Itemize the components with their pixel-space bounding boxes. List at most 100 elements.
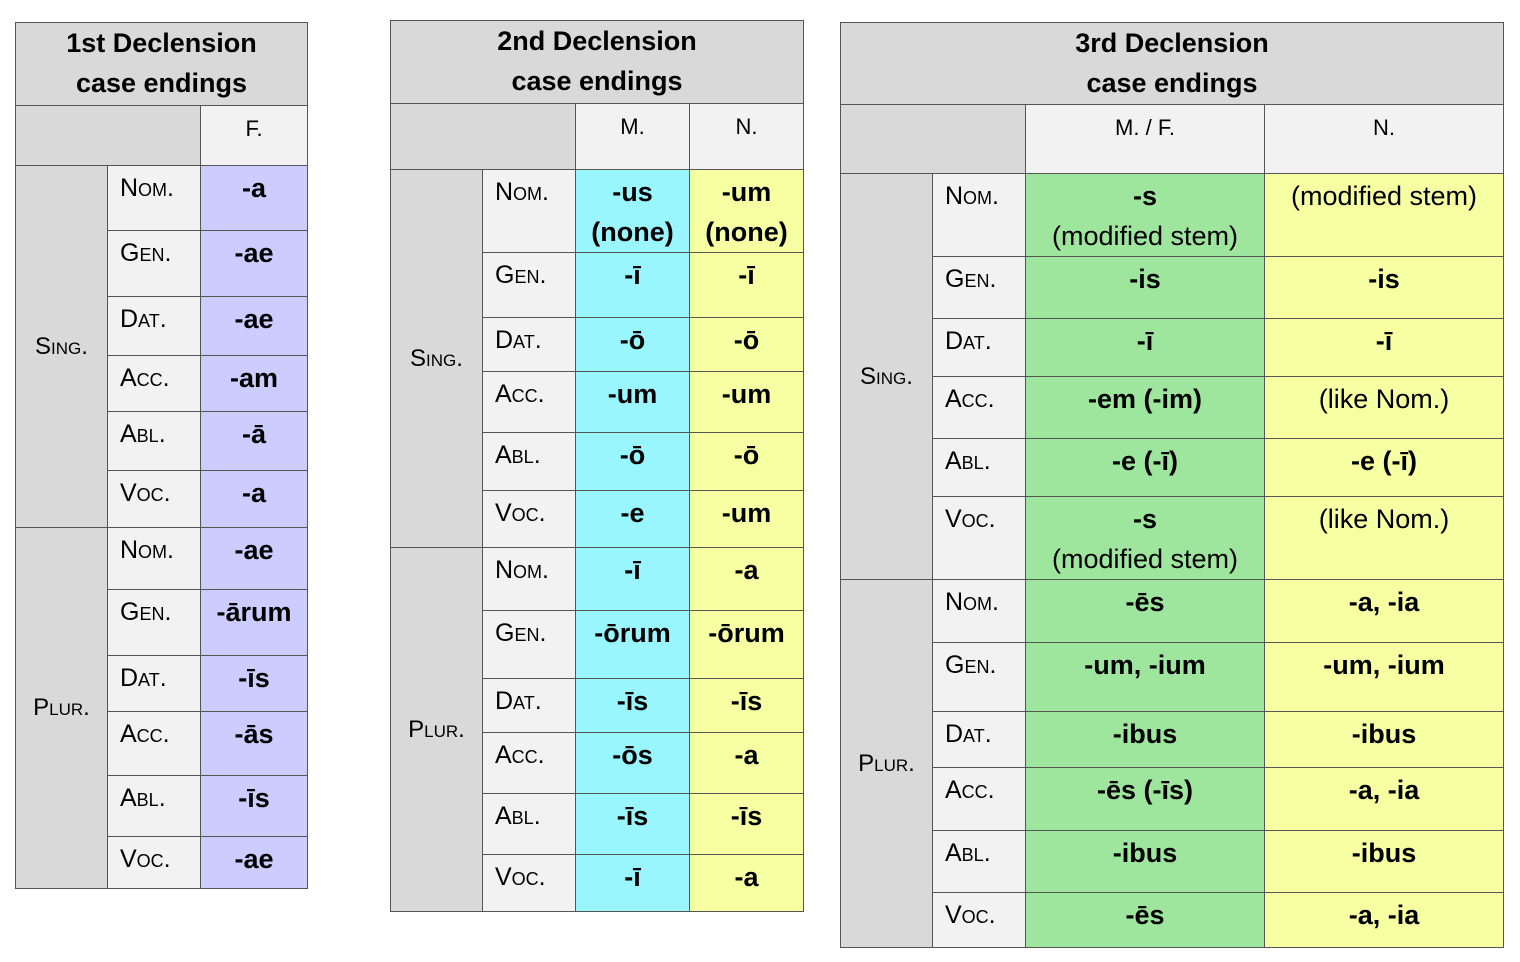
- case-label: Abl.: [932, 438, 1026, 497]
- ending-text: -is: [1129, 264, 1161, 294]
- table-row: Sing. Nom. -a: [15, 165, 308, 528]
- ending-cell: -ae: [200, 230, 308, 297]
- ending-text: -ēs: [1125, 587, 1165, 617]
- ending-text: (like Nom.): [1318, 504, 1450, 534]
- title-line: 1st Declension: [66, 28, 257, 58]
- case-label: Acc.: [107, 355, 201, 412]
- ending-cell: -ō: [575, 432, 690, 491]
- ending-text: -ī: [738, 260, 755, 290]
- ending-text: -ī: [1136, 326, 1154, 356]
- ending-text: (like Nom.): [1318, 384, 1450, 414]
- table-row: Voc. -ae: [16, 836, 308, 889]
- ending-text: -īs: [238, 663, 270, 693]
- ending-text: -am: [229, 363, 278, 393]
- case-label: Voc.: [107, 836, 201, 889]
- table-row: Dat. -ō -ō: [391, 317, 804, 372]
- case-label: Voc.: [932, 496, 1026, 580]
- declension-table-1: 1st Declension case endings F. Sing. Nom. -a G…: [15, 22, 308, 889]
- number-label: Sing.: [840, 173, 933, 580]
- ending-text: (none): [705, 217, 788, 247]
- case-label: Acc.: [932, 376, 1026, 439]
- ending-text: -um: [721, 498, 772, 528]
- case-label: Voc.: [107, 470, 201, 528]
- ending-text: -ēs (-īs): [1096, 775, 1194, 805]
- ending-text: -ēs: [1125, 900, 1165, 930]
- table-row: Plur. Nom. -ī -a: [390, 547, 804, 912]
- ending-cell: -a: [689, 854, 804, 912]
- ending-text: -um, -ium: [1323, 650, 1445, 680]
- ending-text: -ibus: [1112, 719, 1178, 749]
- ending-cell: (modified stem): [1264, 173, 1504, 257]
- table-row: Gen. -um, -ium -um, -ium: [841, 642, 1504, 712]
- ending-cell: -a, -ia: [1264, 579, 1504, 643]
- table-row: Voc. -a: [16, 470, 308, 528]
- title-line: 3rd Declension: [1075, 28, 1269, 58]
- table-row: Voc. -s (modified stem) (like Nom.): [841, 496, 1504, 580]
- ending-cell: -ibus: [1025, 830, 1265, 893]
- table-row: Abl. -e (-ī) -e (-ī): [841, 438, 1504, 497]
- ending-text: -ās: [234, 719, 274, 749]
- ending-text: -s: [1132, 504, 1157, 534]
- case-label: Gen.: [932, 642, 1026, 712]
- ending-cell: -us (none): [575, 169, 690, 253]
- ending-text: -ārum: [216, 597, 292, 627]
- ending-text: -us: [612, 177, 653, 207]
- header-blank: [390, 103, 576, 170]
- ending-cell: -ibus: [1025, 711, 1265, 768]
- ending-text: -um: [607, 379, 658, 409]
- ending-cell: -um: [575, 371, 690, 433]
- table-row: Voc. -ī -a: [391, 854, 804, 912]
- table-row: Abl. -ō -ō: [391, 432, 804, 491]
- ending-text: -a: [241, 478, 266, 508]
- ending-cell: -s (modified stem): [1025, 173, 1265, 257]
- table-row: Abl. -īs: [16, 775, 308, 837]
- ending-text: -a: [734, 555, 759, 585]
- case-label: Acc.: [932, 767, 1026, 831]
- ending-text: -a: [734, 740, 759, 770]
- table-row: Plur. Nom. -ae: [15, 527, 308, 889]
- ending-cell: -a: [200, 165, 308, 231]
- ending-cell: -ibus: [1264, 711, 1504, 768]
- gender-header: M.: [575, 103, 690, 170]
- ending-text: -a, -ia: [1348, 775, 1420, 805]
- case-label: Dat.: [482, 678, 576, 733]
- case-label: Acc.: [107, 711, 201, 776]
- ending-text: -ae: [234, 304, 274, 334]
- ending-cell: -a: [200, 470, 308, 528]
- table-row: Acc. -ēs (-īs) -a, -ia: [841, 767, 1504, 831]
- case-label: Gen.: [482, 252, 576, 318]
- title-line: case endings: [75, 68, 248, 98]
- ending-cell: -ī: [575, 854, 690, 912]
- table-row: Dat. -īs -īs: [391, 678, 804, 733]
- number-label: Plur.: [840, 579, 933, 948]
- declension-table-3: 3rd Declension case endings M. / F. N. Sing.…: [840, 22, 1504, 948]
- ending-cell: -ī: [575, 547, 690, 611]
- case-label: Nom.: [107, 165, 201, 231]
- ending-cell: -ae: [200, 836, 308, 889]
- ending-cell: -īs: [689, 793, 804, 855]
- ending-cell: -s (modified stem): [1025, 496, 1265, 580]
- ending-cell: -am: [200, 355, 308, 412]
- ending-text: -ī: [624, 555, 641, 585]
- ending-text: -ibus: [1112, 838, 1178, 868]
- ending-text: -ibus: [1351, 719, 1417, 749]
- table-row: Abl. -ibus -ibus: [841, 830, 1504, 893]
- ending-cell: -ae: [200, 527, 308, 590]
- ending-cell: -um: [689, 371, 804, 433]
- case-label: Nom.: [107, 527, 201, 590]
- table-row: Abl. -ā: [16, 411, 308, 471]
- ending-text: -ōs: [612, 740, 653, 770]
- ending-text: -um: [721, 177, 772, 207]
- table-row: Acc. -am: [16, 355, 308, 412]
- case-label: Gen.: [107, 230, 201, 297]
- table-row: Gen. -is -is: [841, 256, 1504, 319]
- ending-cell: -um (none): [689, 169, 804, 253]
- case-label: Abl.: [482, 432, 576, 491]
- ending-cell: -ī: [689, 252, 804, 318]
- ending-text: -a, -ia: [1348, 587, 1420, 617]
- case-label: Voc.: [482, 854, 576, 912]
- ending-cell: -īs: [200, 655, 308, 712]
- case-label: Voc.: [932, 892, 1026, 948]
- case-label: Abl.: [482, 793, 576, 855]
- number-label: Sing.: [15, 165, 108, 528]
